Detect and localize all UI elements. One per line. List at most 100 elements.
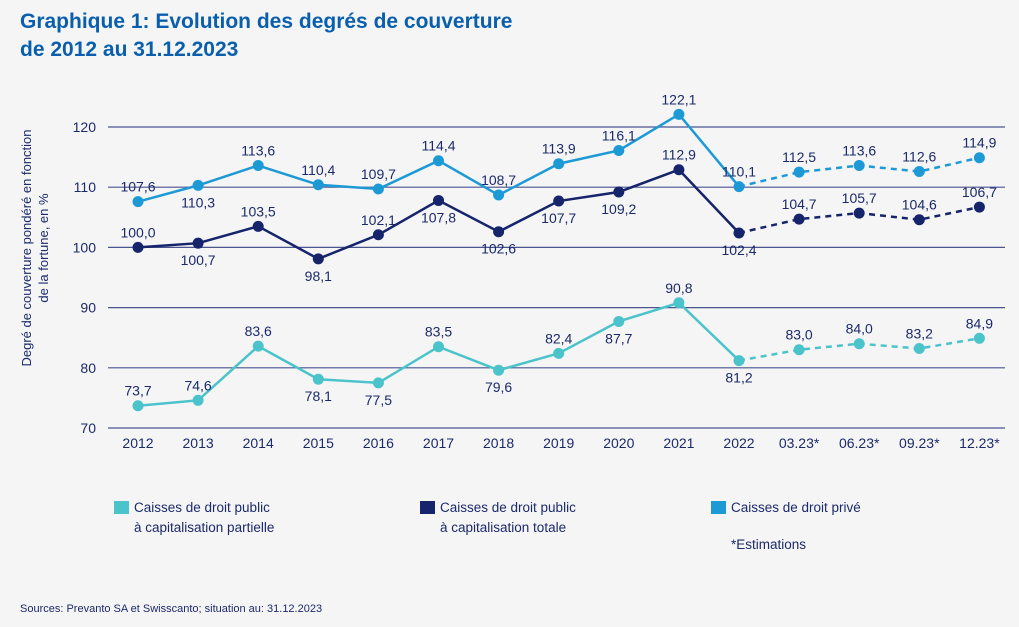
x-tick-label: 2013	[183, 435, 214, 451]
legend-label-partielle-2: à capitalisation partielle	[134, 520, 275, 535]
series-1-point	[553, 195, 565, 207]
series-0-point	[913, 343, 925, 355]
series-2-data-label: 112,6	[902, 149, 936, 165]
series-0-point	[192, 394, 204, 406]
series-0-data-label: 87,7	[605, 330, 632, 346]
series-2-point	[733, 181, 745, 193]
series-2-data-label: 113,9	[542, 141, 576, 157]
series-1-point	[613, 186, 625, 198]
series-0-point	[553, 347, 565, 359]
series-2-point	[913, 166, 925, 178]
series-0-point	[433, 341, 444, 353]
x-tick-label: 06.23*	[839, 435, 880, 451]
legend-label-totale-1: Caisses de droit public	[440, 500, 576, 515]
series-0-point	[493, 364, 505, 376]
series-1-point	[733, 227, 745, 239]
x-tick-label: 2021	[663, 435, 694, 451]
legend-swatch-partielle	[114, 501, 129, 514]
series-1-data-label: 100,7	[181, 252, 216, 268]
series-0-data-label: 79,6	[485, 379, 512, 395]
series-2-data-label: 114,9	[962, 135, 996, 151]
chart-title-line-2: de 2012 au 31.12.2023	[20, 38, 239, 61]
series-1-data-label: 98,1	[305, 268, 332, 284]
y-tick-label: 110	[74, 179, 97, 195]
series-0-data-label: 82,4	[545, 330, 572, 346]
series-0-data-label: 83,0	[785, 327, 812, 343]
x-tick-label: 2014	[243, 435, 274, 451]
x-tick-label: 09.23*	[899, 435, 940, 451]
y-tick-label: 90	[80, 300, 96, 316]
series-0-data-label: 83,2	[906, 326, 933, 342]
x-tick-label: 2020	[603, 435, 634, 451]
series-1-data-label: 112,9	[662, 147, 696, 163]
y-tick-label: 100	[73, 239, 97, 255]
series-2-point	[192, 179, 204, 191]
series-2-point	[853, 160, 865, 172]
legend-swatch-totale	[420, 501, 435, 514]
series-2-point	[252, 160, 264, 172]
x-tick-label: 2018	[483, 435, 514, 451]
series-1-point	[312, 253, 324, 265]
x-tick-label: 12.23*	[959, 435, 1000, 451]
y-tick-label: 120	[73, 119, 97, 135]
series-1-point	[372, 229, 384, 241]
series-2-point	[372, 183, 384, 195]
series-2-point	[793, 166, 805, 178]
series-2-data-label: 110,3	[181, 194, 215, 210]
legend-label-partielle-1: Caisses de droit public	[134, 500, 270, 515]
series-1-point	[132, 241, 144, 253]
series-0-point	[973, 332, 985, 344]
legend-label-totale-2: à capitalisation totale	[440, 520, 567, 535]
series-1-data-label: 105,7	[842, 190, 877, 206]
series-0-data-label: 83,6	[245, 323, 272, 339]
x-tick-label: 2022	[723, 435, 754, 451]
series-2-point	[553, 158, 565, 170]
series-2-point	[673, 108, 685, 120]
series-2-data-label: 112,5	[782, 149, 816, 165]
series-0-data-label: 83,5	[425, 324, 452, 340]
series-0-point	[673, 297, 685, 309]
series-0-point	[372, 377, 384, 389]
series-0-point	[733, 355, 745, 367]
series-1-point	[793, 213, 805, 225]
x-tick-label: 2016	[363, 435, 394, 451]
series-0-point	[793, 344, 805, 356]
legend-item-totale: Caisses de droit public à capitalisation…	[420, 498, 576, 538]
series-2-data-label: 108,7	[481, 172, 516, 188]
series-0-data-label: 84,9	[966, 315, 993, 331]
series-1-point	[973, 201, 985, 213]
series-2-data-label: 113,6	[842, 143, 876, 159]
series-2-data-label: 109,7	[361, 166, 396, 182]
series-1-data-label: 106,7	[962, 184, 997, 200]
legend-item-prive: Caisses de droit privé	[711, 498, 861, 518]
series-1-data-label: 104,7	[782, 196, 817, 212]
series-2-point	[973, 152, 985, 164]
x-tick-label: 2012	[122, 435, 153, 451]
series-2-data-label: 107,6	[120, 179, 155, 195]
series-2-data-label: 114,4	[422, 138, 456, 154]
legend-swatch-prive	[711, 501, 726, 514]
series-2-point	[493, 189, 505, 201]
estimations-note: *Estimations	[731, 537, 807, 552]
series-1-data-label: 103,5	[241, 203, 276, 219]
series-0-data-label: 73,7	[124, 383, 151, 399]
series-0-point	[853, 338, 865, 350]
series-1-point	[433, 194, 444, 206]
series-0-point	[312, 373, 324, 385]
series-2-point	[312, 179, 324, 191]
chart-title: Graphique 1: Evolution des degrés de cou…	[20, 8, 512, 64]
series-2-data-label: 110,1	[722, 164, 756, 180]
series-0-data-label: 77,5	[365, 392, 392, 408]
series-2-data-label: 110,4	[301, 162, 335, 178]
series-0-data-label: 90,8	[665, 280, 692, 296]
series-0-data-label: 78,1	[305, 388, 332, 404]
x-tick-label: 2019	[543, 435, 574, 451]
chart-title-line-1: Graphique 1: Evolution des degrés de cou…	[20, 10, 513, 33]
x-tick-label: 03.23*	[779, 435, 820, 451]
series-0-point	[132, 400, 144, 412]
series-1-point	[673, 164, 685, 176]
series-1-data-label: 104,6	[902, 197, 937, 213]
series-1-point	[252, 220, 264, 232]
series-1-data-label: 100,0	[120, 224, 155, 240]
